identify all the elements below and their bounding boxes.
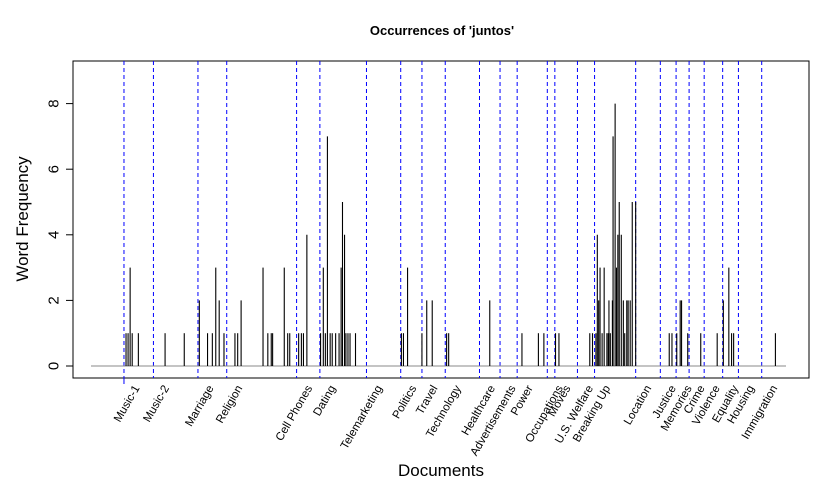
x-tick-label: Religion [214,384,245,426]
y-tick-label: 6 [45,165,62,173]
x-tick-label: Location [622,384,654,428]
chart-title: Occurrences of 'juntos' [370,23,514,38]
x-tick-label: Music-2 [142,384,173,425]
x-tick-label: Music-1 [112,384,143,425]
plot-frame [72,60,810,379]
y-tick-label: 2 [45,296,62,304]
x-axis-label: Documents [398,461,484,480]
y-tick-label: 4 [45,231,62,239]
y-axis: 0 2 4 6 8 [45,99,74,370]
x-tick-label: Dating [311,384,338,419]
x-tick-label: Politics [391,383,420,421]
x-tick-label: Cell Phones [274,383,316,443]
x-tick-label: Marriage [183,384,216,429]
y-tick-label: 8 [45,99,62,107]
bar-series [125,103,776,366]
y-tick-label: 0 [45,362,62,370]
x-tick-label: Telemarketing [339,384,385,452]
y-axis-label: Word Frequency [13,156,32,282]
category-dividers [123,61,763,378]
